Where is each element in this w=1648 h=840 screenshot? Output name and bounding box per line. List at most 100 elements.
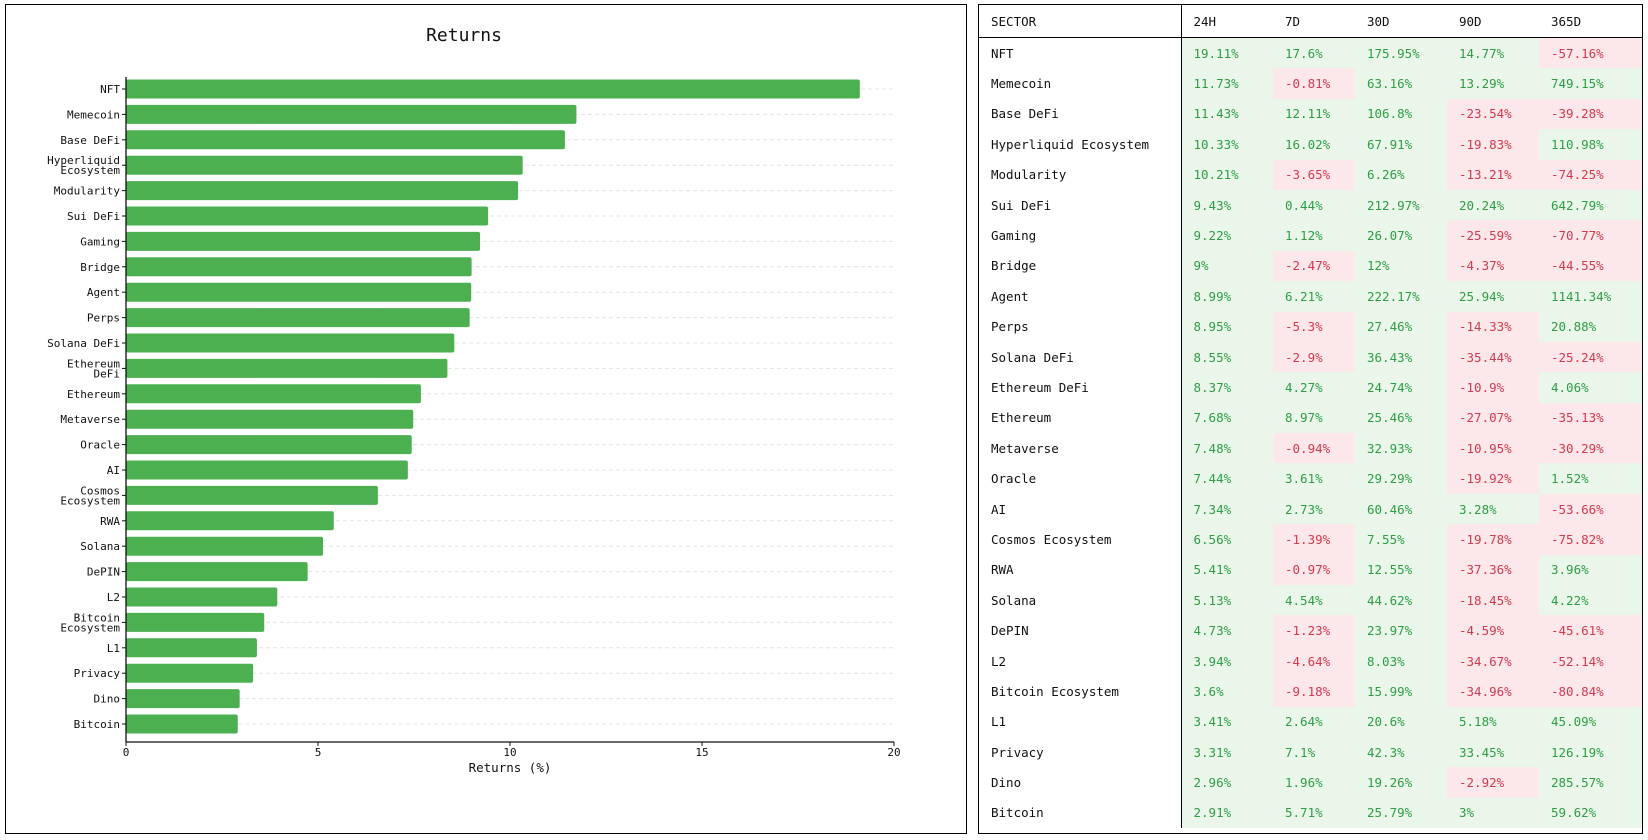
table-row: Modularity 10.21% -3.65% 6.26% -13.21% -74.25… [979, 159, 1642, 190]
table-row: Perps 8.95% -5.3% 27.46% -14.33% 20.88% [979, 311, 1642, 342]
y-tick-label: Metaverse [60, 413, 120, 426]
table-row: Memecoin 11.73% -0.81% 63.16% 13.29% 749.15% [979, 68, 1642, 99]
return-cell: -19.78% [1447, 524, 1539, 555]
bar [126, 409, 414, 429]
sector-name: DePIN [979, 615, 1182, 646]
return-cell: 13.29% [1447, 68, 1539, 99]
bar [126, 257, 472, 277]
sector-name: Perps [979, 311, 1182, 342]
return-cell: 63.16% [1355, 68, 1447, 99]
return-cell: 106.8% [1355, 98, 1447, 130]
y-tick-label: Base DeFi [60, 134, 120, 147]
return-cell: -80.84% [1539, 676, 1642, 707]
return-cell: 9.22% [1181, 220, 1273, 251]
bar [126, 714, 238, 734]
chart-title: Returns [426, 25, 502, 46]
bar [126, 308, 470, 328]
return-cell: -45.61% [1539, 615, 1642, 646]
column-header-sector[interactable]: SECTOR [979, 5, 1182, 38]
return-cell: -9.18% [1273, 676, 1355, 707]
return-cell: -44.55% [1539, 250, 1642, 282]
table-row: Hyperliquid Ecosystem 10.33% 16.02% 67.91% -… [979, 129, 1642, 160]
return-cell: -39.28% [1539, 98, 1642, 130]
return-cell: 7.1% [1273, 736, 1355, 768]
sector-name: Solana DeFi [979, 341, 1182, 373]
return-cell: -18.45% [1447, 585, 1539, 616]
table-row: Bridge 9% -2.47% 12% -4.37% -44.55% [979, 250, 1642, 282]
return-cell: 7.55% [1355, 524, 1447, 555]
return-cell: -2.47% [1273, 250, 1355, 282]
sector-name: Sui DeFi [979, 189, 1182, 221]
return-cell: 8.97% [1273, 402, 1355, 434]
x-tick-label: 5 [315, 746, 322, 759]
return-cell: 7.34% [1181, 493, 1273, 525]
return-cell: 12.11% [1273, 98, 1355, 130]
bar [126, 206, 489, 226]
y-tick-label: L1 [107, 642, 120, 655]
x-tick-label: 15 [695, 746, 708, 759]
return-cell: 8.55% [1181, 341, 1273, 373]
column-header-30d[interactable]: 30D [1355, 5, 1447, 38]
return-cell: 4.27% [1273, 372, 1355, 403]
return-cell: -2.92% [1447, 767, 1539, 798]
sector-name: Dino [979, 767, 1182, 798]
return-cell: 3.94% [1181, 645, 1273, 677]
sector-name: Memecoin [979, 68, 1182, 99]
return-cell: 3.31% [1181, 736, 1273, 768]
y-tick-label: Dino [94, 693, 121, 706]
return-cell: 12% [1355, 250, 1447, 282]
column-header-90d[interactable]: 90D [1447, 5, 1539, 38]
y-tick-label: Ethereum DeFi [67, 357, 120, 380]
return-cell: -35.44% [1447, 341, 1539, 373]
return-cell: 1.12% [1273, 220, 1355, 251]
return-cell: 67.91% [1355, 129, 1447, 160]
return-cell: 126.19% [1539, 736, 1642, 768]
table-row: Base DeFi 11.43% 12.11% 106.8% -23.54% -39.28… [979, 98, 1642, 130]
bar [126, 435, 412, 455]
return-cell: -34.96% [1447, 676, 1539, 707]
return-cell: 212.97% [1355, 189, 1447, 221]
return-cell: 20.88% [1539, 311, 1642, 342]
y-tick-label: AI [107, 464, 120, 477]
return-cell: 0.44% [1273, 189, 1355, 221]
column-header-365d[interactable]: 365D [1539, 5, 1642, 38]
return-cell: 32.93% [1355, 433, 1447, 464]
return-cell: 222.17% [1355, 281, 1447, 312]
sector-name: Gaming [979, 220, 1182, 251]
return-cell: 1.52% [1539, 463, 1642, 494]
column-header-24h[interactable]: 24H [1181, 5, 1273, 38]
return-cell: -2.9% [1273, 341, 1355, 373]
y-tick-label: Agent [87, 286, 120, 299]
return-cell: 8.03% [1355, 645, 1447, 677]
return-cell: 45.09% [1539, 706, 1642, 737]
return-cell: -30.29% [1539, 433, 1642, 464]
return-cell: -25.24% [1539, 341, 1642, 373]
return-cell: 26.07% [1355, 220, 1447, 251]
table-row: Metaverse 7.48% -0.94% 32.93% -10.95% -30.29% [979, 433, 1642, 464]
table-row: L1 3.41% 2.64% 20.6% 5.18% 45.09% [979, 706, 1642, 737]
return-cell: -37.36% [1447, 554, 1539, 586]
sector-name: Modularity [979, 159, 1182, 190]
bar [126, 181, 519, 201]
table-header-row: SECTOR 24H 7D 30D 90D 365D [979, 5, 1642, 38]
bar [126, 511, 334, 531]
table-row: RWA 5.41% -0.97% 12.55% -37.36% 3.96% [979, 554, 1642, 586]
table-row: Ethereum 7.68% 8.97% 25.46% -27.07% -35.13% [979, 402, 1642, 434]
return-cell: 23.97% [1355, 615, 1447, 646]
return-cell: 8.99% [1181, 281, 1273, 312]
return-cell: -4.59% [1447, 615, 1539, 646]
bar [126, 663, 254, 683]
sector-name: L2 [979, 645, 1182, 677]
sector-name: AI [979, 493, 1182, 525]
y-tick-label: Perps [87, 312, 120, 325]
return-cell: -19.83% [1447, 129, 1539, 160]
sector-name: Base DeFi [979, 98, 1182, 130]
return-cell: 36.43% [1355, 341, 1447, 373]
return-cell: 7.44% [1181, 463, 1273, 494]
return-cell: 5.71% [1273, 797, 1355, 829]
column-header-7d[interactable]: 7D [1273, 5, 1355, 38]
return-cell: -57.16% [1539, 37, 1642, 69]
return-cell: -52.14% [1539, 645, 1642, 677]
return-cell: 2.73% [1273, 493, 1355, 525]
bar [126, 485, 378, 505]
